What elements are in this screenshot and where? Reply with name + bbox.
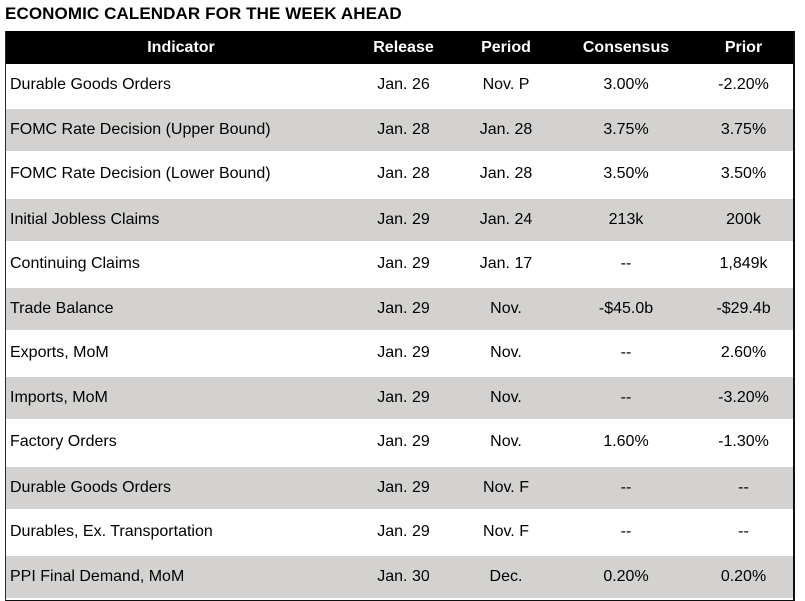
table-row: Imports, MoM Jan. 29 Nov. -- -3.20% <box>6 374 793 422</box>
table-row: Exports, MoM Jan. 29 Nov. -- 2.60% <box>6 332 793 375</box>
cell-prior: -- <box>738 522 749 540</box>
cell-consensus: 3.75% <box>603 121 649 139</box>
table-row: Durable Goods Orders Jan. 26 Nov. P 3.00% -2… <box>6 64 793 107</box>
cell-release: Jan. 29 <box>377 522 430 540</box>
cell-prior: 3.50% <box>720 165 767 183</box>
table-row: Durables, Ex. Transportation Jan. 29 Nov. … <box>6 510 793 553</box>
cell-release: Jan. 29 <box>377 210 430 228</box>
cell-period: Nov. <box>490 433 522 451</box>
cell-period: Jan. 28 <box>479 165 533 183</box>
column-header-indicator: Indicator <box>147 38 215 56</box>
cell-consensus: -- <box>620 389 632 407</box>
cell-indicator: Imports, MoM <box>10 389 108 407</box>
table-row: Initial Jobless Claims Jan. 29 Jan. 24 213k… <box>6 195 793 243</box>
table-body: Durable Goods Orders Jan. 26 Nov. P 3.00% -2… <box>6 64 793 601</box>
column-header-release: Release <box>373 38 434 56</box>
cell-period: Dec. <box>489 567 523 585</box>
cell-prior: 3.75% <box>720 121 767 139</box>
cell-prior: -$29.4b <box>716 299 771 317</box>
table-row: FOMC Rate Decision (Lower Bound) Jan. 28 J… <box>6 153 793 196</box>
cell-indicator: Durable Goods Orders <box>10 76 171 94</box>
table-row: Trade Balance Jan. 29 Nov. -$45.0b -$29.4b <box>6 284 793 333</box>
cell-consensus: 3.50% <box>603 165 649 183</box>
table-header-row: Indicator Release Period Consensus Prior <box>6 31 793 64</box>
cell-prior: 2.60% <box>720 344 767 362</box>
cell-indicator: Exports, MoM <box>10 344 109 362</box>
cell-release: Jan. 29 <box>377 389 430 407</box>
cell-release: Jan. 26 <box>377 76 430 94</box>
cell-indicator: Initial Jobless Claims <box>10 210 160 228</box>
page-title: ECONOMIC CALENDAR FOR THE WEEK AHEAD <box>5 4 402 23</box>
cell-period: Nov. <box>490 344 522 362</box>
cell-indicator: Continuing Claims <box>10 254 140 272</box>
cell-release: Jan. 30 <box>377 567 430 585</box>
column-header-period: Period <box>481 38 531 56</box>
cell-period: Jan. 24 <box>479 210 533 228</box>
cell-consensus: 0.20% <box>603 567 649 585</box>
table-row: PPI Final Demand, MoM Jan. 30 Dec. 0.20% 0.2… <box>6 552 793 601</box>
cell-period: Jan. 17 <box>479 254 533 272</box>
table-row: Durable Goods Orders Jan. 29 Nov. F -- -- <box>6 463 793 511</box>
cell-prior: -- <box>738 478 749 496</box>
cell-consensus: -- <box>620 522 632 540</box>
cell-period: Nov. P <box>482 76 530 94</box>
cell-release: Jan. 28 <box>377 165 430 183</box>
cell-release: Jan. 29 <box>377 344 430 362</box>
cell-period: Nov. F <box>483 478 529 496</box>
cell-period: Nov. F <box>483 522 529 540</box>
table-row: FOMC Rate Decision (Upper Bound) Jan. 28 J… <box>6 106 793 154</box>
cell-period: Nov. <box>490 299 522 317</box>
cell-release: Jan. 29 <box>377 299 430 317</box>
cell-consensus: -$45.0b <box>598 299 654 317</box>
cell-release: Jan. 28 <box>377 121 430 139</box>
cell-release: Jan. 29 <box>377 433 430 451</box>
table-row: Factory Orders Jan. 29 Nov. 1.60% -1.30% <box>6 421 793 464</box>
cell-period: Jan. 28 <box>479 121 533 139</box>
cell-consensus: 213k <box>608 210 644 228</box>
column-header-prior: Prior <box>724 38 763 56</box>
cell-indicator: Durables, Ex. Transportation <box>10 522 213 540</box>
economic-calendar-table: Indicator Release Period Consensus Prior… <box>5 31 795 601</box>
cell-consensus: 1.60% <box>603 433 649 451</box>
cell-indicator: Factory Orders <box>10 433 117 451</box>
cell-indicator: FOMC Rate Decision (Upper Bound) <box>10 121 271 139</box>
cell-consensus: -- <box>620 478 632 496</box>
cell-release: Jan. 29 <box>377 478 430 496</box>
cell-consensus: -- <box>620 344 632 362</box>
cell-release: Jan. 29 <box>377 254 430 272</box>
cell-period: Nov. <box>490 389 522 407</box>
table-row: Continuing Claims Jan. 29 Jan. 17 -- 1,849k <box>6 242 793 285</box>
cell-indicator: FOMC Rate Decision (Lower Bound) <box>10 165 271 183</box>
cell-prior: -2.20% <box>718 76 769 94</box>
cell-prior: 1,849k <box>719 254 768 272</box>
cell-indicator: Trade Balance <box>10 299 114 317</box>
cell-consensus: 3.00% <box>603 76 649 94</box>
cell-prior: -1.30% <box>718 433 769 451</box>
cell-prior: 0.20% <box>720 567 767 585</box>
cell-indicator: Durable Goods Orders <box>10 478 171 496</box>
cell-prior: -3.20% <box>718 389 769 407</box>
cell-consensus: -- <box>620 254 632 272</box>
cell-indicator: PPI Final Demand, MoM <box>10 567 185 585</box>
column-header-consensus: Consensus <box>582 38 670 56</box>
cell-prior: 200k <box>726 210 761 228</box>
